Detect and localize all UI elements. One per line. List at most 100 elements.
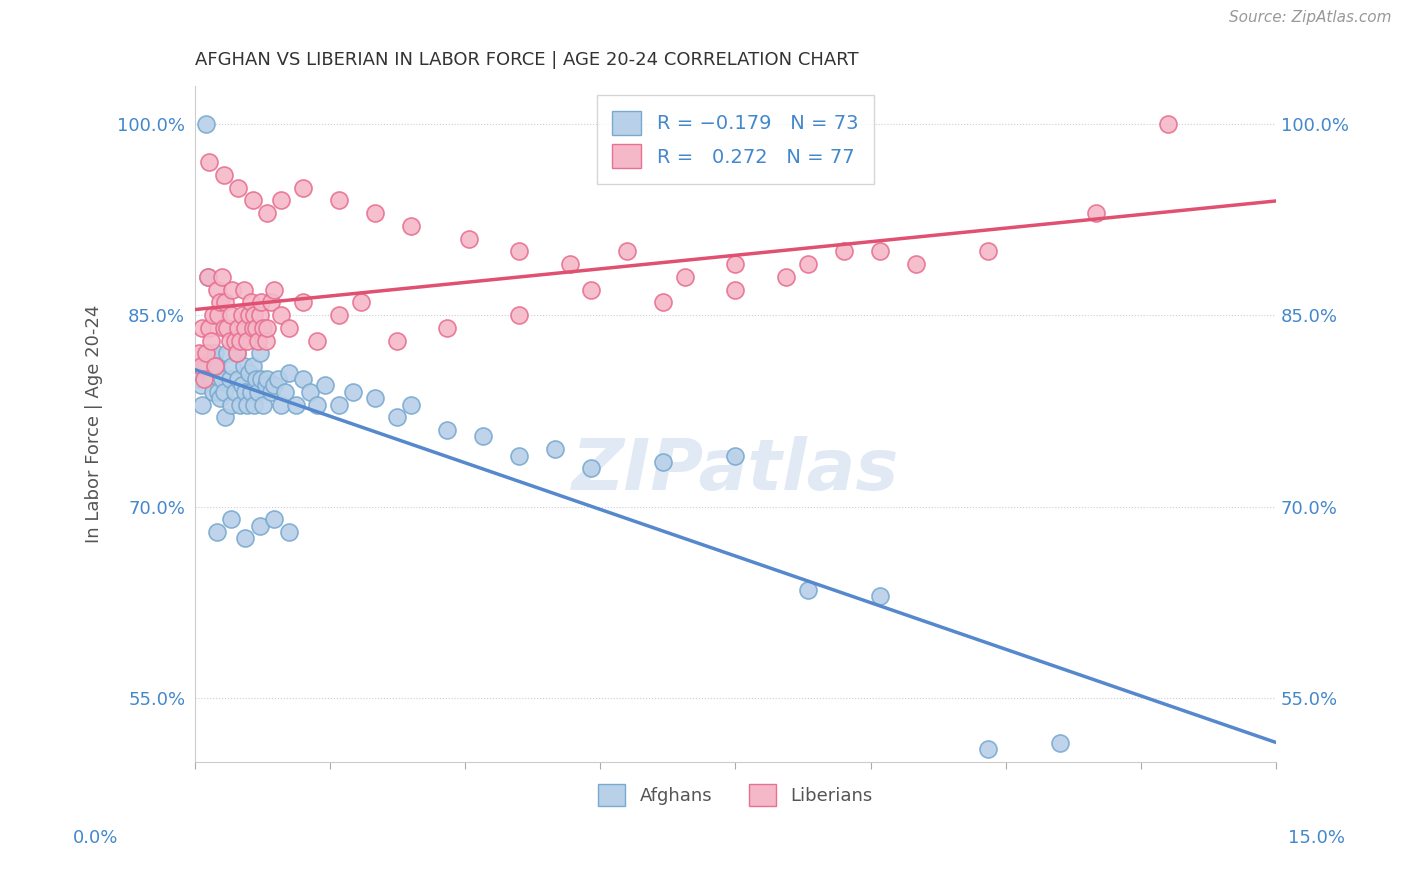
Point bbox=[364, 206, 387, 220]
Point bbox=[277, 321, 299, 335]
Point bbox=[328, 308, 350, 322]
Point bbox=[193, 359, 215, 374]
Point bbox=[226, 372, 249, 386]
Text: 0.0%: 0.0% bbox=[73, 829, 118, 847]
Point bbox=[328, 194, 350, 208]
Point bbox=[200, 372, 222, 386]
Point bbox=[250, 372, 273, 386]
Point bbox=[277, 366, 299, 380]
Point bbox=[724, 283, 747, 297]
Point bbox=[292, 295, 315, 310]
Legend: Afghans, Liberians: Afghans, Liberians bbox=[591, 777, 880, 814]
Point bbox=[832, 244, 855, 259]
Point bbox=[214, 410, 236, 425]
Point bbox=[245, 321, 267, 335]
Point bbox=[190, 359, 212, 374]
Point bbox=[197, 269, 219, 284]
Point bbox=[201, 308, 224, 322]
Point bbox=[187, 346, 209, 360]
Point bbox=[247, 384, 270, 399]
Point bbox=[218, 372, 240, 386]
Point bbox=[245, 372, 267, 386]
Point bbox=[225, 346, 247, 360]
Point bbox=[217, 346, 239, 360]
Point bbox=[1084, 206, 1107, 220]
Point bbox=[508, 449, 530, 463]
Point bbox=[200, 334, 222, 348]
Point bbox=[205, 525, 228, 540]
Point bbox=[796, 582, 818, 597]
Text: ZIPatlas: ZIPatlas bbox=[572, 436, 898, 506]
Point bbox=[976, 244, 998, 259]
Point bbox=[242, 359, 264, 374]
Point bbox=[217, 321, 239, 335]
Point bbox=[274, 384, 297, 399]
Point bbox=[364, 391, 387, 405]
Point bbox=[249, 346, 271, 360]
Point bbox=[259, 384, 281, 399]
Point bbox=[399, 397, 422, 411]
Point bbox=[205, 283, 228, 297]
Point bbox=[212, 168, 235, 182]
Point bbox=[259, 295, 281, 310]
Point bbox=[193, 372, 215, 386]
Point bbox=[328, 397, 350, 411]
Point bbox=[238, 366, 260, 380]
Point bbox=[385, 410, 408, 425]
Point bbox=[263, 378, 285, 392]
Point bbox=[231, 308, 253, 322]
Point bbox=[207, 384, 229, 399]
Point bbox=[284, 397, 307, 411]
Point bbox=[399, 219, 422, 233]
Point bbox=[205, 359, 228, 374]
Point bbox=[869, 244, 891, 259]
Point bbox=[240, 295, 263, 310]
Point bbox=[194, 117, 217, 131]
Point bbox=[581, 461, 603, 475]
Point bbox=[198, 346, 221, 360]
Point bbox=[236, 397, 259, 411]
Point bbox=[187, 372, 209, 386]
Point bbox=[307, 334, 329, 348]
Point bbox=[194, 346, 217, 360]
Point bbox=[350, 295, 373, 310]
Point bbox=[270, 194, 292, 208]
Point bbox=[191, 321, 214, 335]
Point bbox=[242, 194, 264, 208]
Point bbox=[252, 321, 274, 335]
Point bbox=[204, 359, 226, 374]
Point bbox=[198, 155, 221, 169]
Point bbox=[226, 180, 249, 194]
Text: 15.0%: 15.0% bbox=[1288, 829, 1344, 847]
Point bbox=[263, 512, 285, 526]
Point bbox=[207, 308, 229, 322]
Point bbox=[212, 384, 235, 399]
Point bbox=[198, 321, 221, 335]
Text: Source: ZipAtlas.com: Source: ZipAtlas.com bbox=[1229, 11, 1392, 25]
Point bbox=[240, 384, 263, 399]
Point bbox=[307, 397, 329, 411]
Point bbox=[235, 384, 257, 399]
Point bbox=[472, 429, 495, 443]
Point bbox=[243, 308, 266, 322]
Point bbox=[314, 378, 336, 392]
Point bbox=[191, 397, 214, 411]
Point bbox=[869, 589, 891, 603]
Point bbox=[544, 442, 567, 457]
Point bbox=[204, 346, 226, 360]
Point bbox=[508, 244, 530, 259]
Point bbox=[652, 455, 675, 469]
Point bbox=[224, 334, 246, 348]
Point bbox=[211, 269, 233, 284]
Point bbox=[270, 308, 292, 322]
Point bbox=[1157, 117, 1180, 131]
Point bbox=[256, 321, 278, 335]
Point bbox=[221, 283, 243, 297]
Point bbox=[299, 384, 322, 399]
Point bbox=[232, 283, 254, 297]
Point bbox=[267, 372, 290, 386]
Point bbox=[976, 742, 998, 756]
Point bbox=[775, 269, 797, 284]
Point bbox=[256, 372, 278, 386]
Point bbox=[436, 321, 458, 335]
